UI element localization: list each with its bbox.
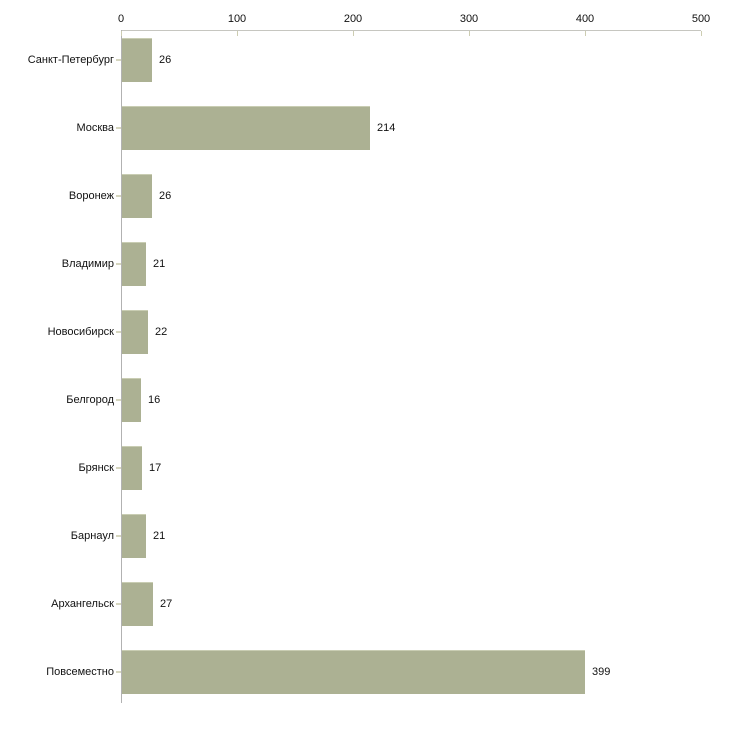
x-axis-tick <box>353 31 354 36</box>
category-tick <box>116 59 121 61</box>
category-label: Барнаул <box>70 530 114 542</box>
bar-value-label: 17 <box>149 462 162 474</box>
x-axis-tick-label: 500 <box>691 13 711 25</box>
category-label: Белгород <box>66 394 114 406</box>
category-label: Москва <box>76 122 114 134</box>
category-tick <box>116 603 121 605</box>
x-axis-tick <box>469 31 470 36</box>
category-label: Санкт-Петербург <box>27 54 114 66</box>
bar <box>122 378 141 422</box>
bar <box>122 650 585 694</box>
x-axis-tick <box>237 31 238 36</box>
category-label: Брянск <box>78 462 114 474</box>
category-label: Воронеж <box>68 190 114 202</box>
bar-value-label: 21 <box>153 530 166 542</box>
x-axis-tick-label: 300 <box>459 13 479 25</box>
x-axis-tick <box>701 31 702 36</box>
category-tick <box>116 535 121 537</box>
category-tick <box>116 195 121 197</box>
x-axis-line <box>121 30 701 31</box>
x-axis-tick-label: 0 <box>117 13 125 25</box>
bar-value-label: 26 <box>159 54 172 66</box>
category-label: Повсеместно <box>46 666 114 678</box>
bar <box>122 174 152 218</box>
x-axis-tick-label: 100 <box>227 13 247 25</box>
category-tick <box>116 263 121 265</box>
bar <box>122 514 146 558</box>
category-tick <box>116 671 121 673</box>
category-tick <box>116 467 121 469</box>
bar-value-label: 26 <box>159 190 172 202</box>
category-label: Архангельск <box>51 598 114 610</box>
bar <box>122 446 142 490</box>
x-axis-tick <box>585 31 586 36</box>
y-axis-line <box>121 30 122 703</box>
bar-value-label: 16 <box>148 394 161 406</box>
category-tick <box>116 331 121 333</box>
bar-value-label: 27 <box>160 598 173 610</box>
bar-value-label: 22 <box>155 326 168 338</box>
category-tick <box>116 399 121 401</box>
x-axis-tick-label: 400 <box>575 13 595 25</box>
category-label: Новосибирск <box>47 326 114 338</box>
bar-value-label: 214 <box>377 122 396 134</box>
category-label: Владимир <box>61 258 114 270</box>
bar <box>122 582 153 626</box>
x-axis-tick-label: 200 <box>343 13 363 25</box>
bar <box>122 310 148 354</box>
bar-value-label: 21 <box>153 258 166 270</box>
bar <box>122 38 152 82</box>
bar <box>122 106 370 150</box>
bar <box>122 242 146 286</box>
bar-value-label: 399 <box>592 666 611 678</box>
category-tick <box>116 127 121 129</box>
x-axis-tick <box>121 31 122 36</box>
